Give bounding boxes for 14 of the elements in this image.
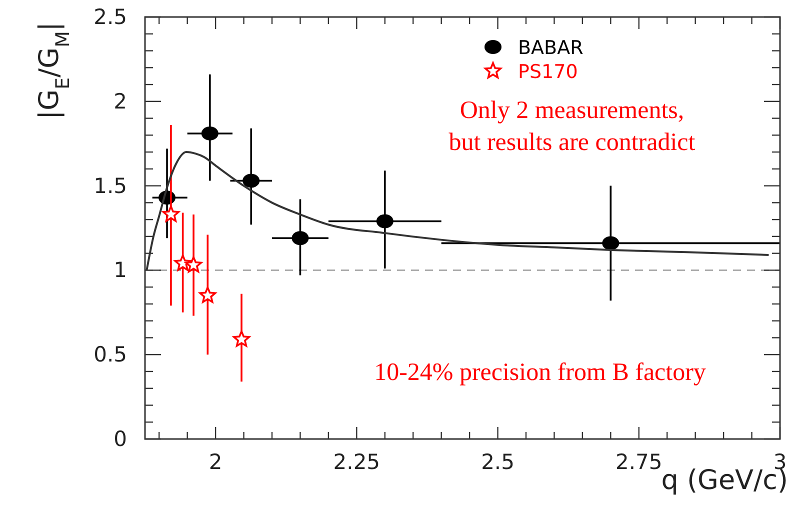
y-tick-label: 1 [114, 258, 127, 282]
x-tick-label: 2.25 [333, 450, 380, 474]
x-tick-label: 2.5 [481, 450, 514, 474]
annotation: 10-24% precision from B factory [374, 359, 706, 386]
y-tick-label: 2 [114, 89, 127, 114]
annotation: Only 2 measurements, but results are contradict [448, 97, 696, 156]
y-tick-label: 2.5 [94, 5, 127, 29]
y-tick-label: 0.5 [94, 342, 127, 367]
y-tick-label: 1.5 [94, 174, 127, 198]
x-tick-label: 2.75 [616, 450, 662, 474]
x-tick-label: 2 [208, 450, 222, 474]
legend-label: BABAR [518, 37, 584, 59]
legend-label: PS170 [518, 61, 578, 83]
y-tick-label: 0 [114, 427, 127, 451]
